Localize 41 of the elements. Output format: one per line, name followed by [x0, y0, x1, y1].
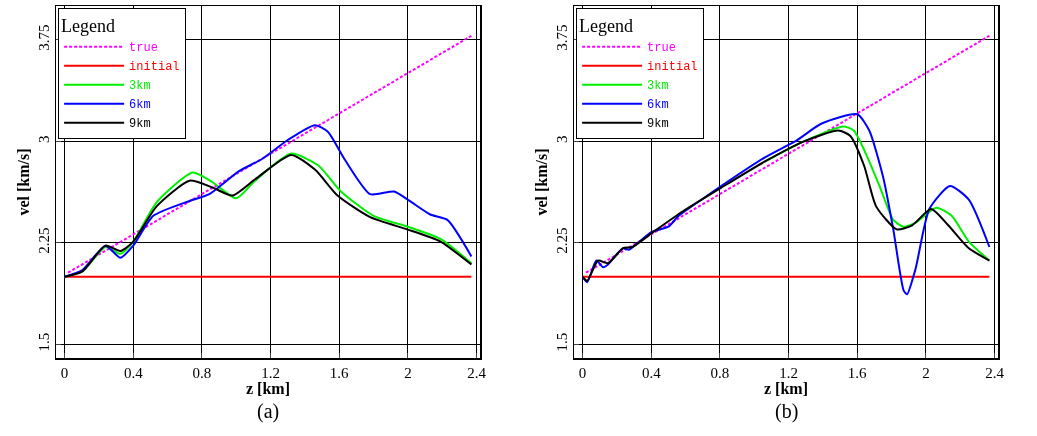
legend-title: Legend — [61, 16, 116, 37]
legend-label: true — [129, 41, 158, 56]
x-tick-label: 0.4 — [123, 364, 144, 381]
text: (a) — [257, 400, 280, 423]
y-tick-label: 2.25 — [553, 227, 570, 254]
x-tick-label: 2.4 — [985, 364, 1005, 381]
x-tick-label: 0.8 — [192, 364, 212, 381]
x-tick-label: 0 — [578, 364, 587, 381]
legend-label: initial — [129, 60, 180, 75]
y-tick-label: 2.25 — [35, 227, 52, 254]
legend-label: 9km — [129, 117, 151, 132]
y-tick-label: 3 — [553, 135, 570, 143]
line-series — [581, 113, 991, 296]
y-tick-label: 3 — [35, 135, 52, 143]
x-tick-label: 2 — [404, 364, 412, 381]
x-tick-label: 2.4 — [467, 364, 487, 381]
y-tick-label: 1.5 — [35, 332, 52, 352]
legend-label: 9km — [647, 117, 669, 132]
y-tick-label: 1.5 — [553, 332, 570, 352]
x-tick-label: 1.2 — [779, 364, 798, 381]
x-tick-label: 0.8 — [710, 364, 730, 381]
x-axis-title: z [km] — [764, 380, 808, 398]
y-axis-title: vel [km/s] — [532, 148, 550, 216]
x-tick-label: 0.4 — [641, 364, 662, 381]
legend-label: true — [647, 41, 676, 56]
y-tick-label: 3.75 — [553, 24, 570, 51]
x-tick-label: 0 — [60, 364, 69, 381]
x-tick-label: 2 — [922, 364, 930, 381]
x-axis-title: z [km] — [246, 380, 290, 398]
text: (b) — [775, 400, 799, 423]
y-tick-label: 3.75 — [35, 24, 52, 51]
legend-label: 6km — [647, 98, 669, 113]
legend-label: 3km — [647, 79, 669, 94]
legend-label: 3km — [129, 79, 151, 94]
y-axis-title: vel [km/s] — [14, 148, 32, 216]
legend-label: 6km — [129, 98, 151, 113]
x-tick-label: 1.6 — [847, 364, 868, 381]
legend-title: Legend — [579, 16, 634, 37]
x-tick-label: 1.2 — [261, 364, 280, 381]
x-tick-label: 1.6 — [329, 364, 350, 381]
legend-label: initial — [647, 60, 698, 75]
